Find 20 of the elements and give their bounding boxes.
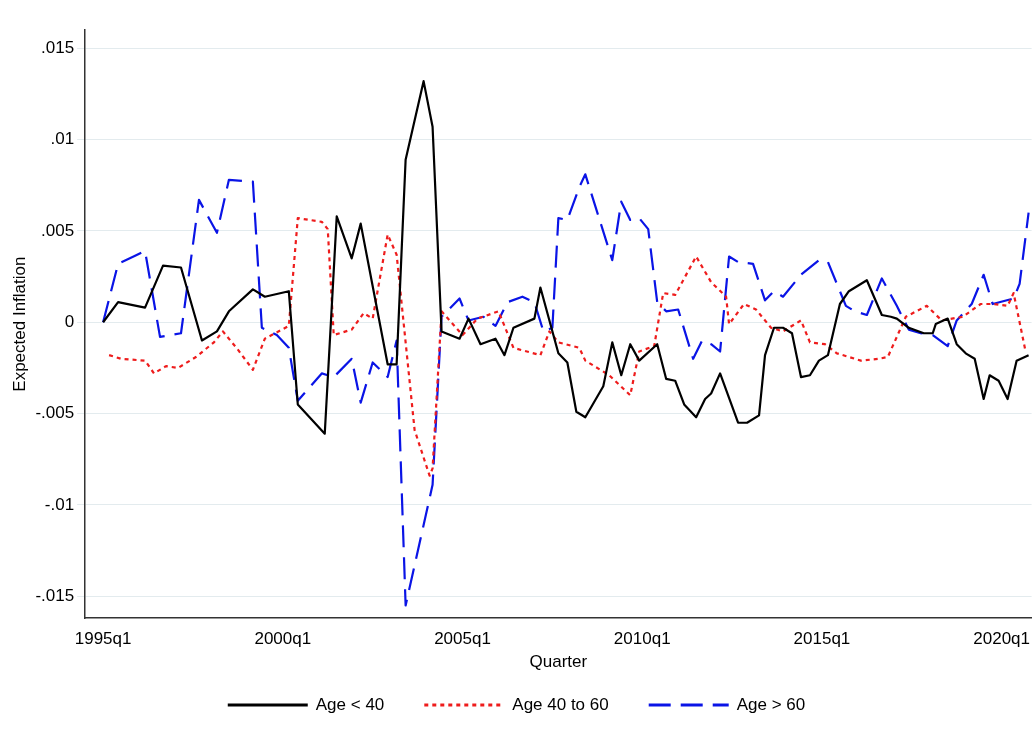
x-tick-label: 2010q1 <box>613 629 671 649</box>
y-tick-label: .015 <box>41 37 75 57</box>
line-series <box>102 173 1030 607</box>
x-tick-label: 2015q1 <box>793 629 851 649</box>
y-tick-label: .005 <box>41 220 75 240</box>
x-tick-label: 2005q1 <box>434 629 491 649</box>
y-tick-label: -.005 <box>35 403 75 423</box>
y-tick-label: 0 <box>64 311 75 331</box>
y-tick-label: -.01 <box>44 494 75 514</box>
x-axis-title: Quarter <box>529 652 588 672</box>
legend-label: Age < 40 <box>315 694 385 714</box>
x-tick-label: 2000q1 <box>254 629 312 649</box>
x-tick-label: 1995q1 <box>74 629 132 649</box>
line-series <box>108 217 1027 477</box>
y-axis-title: Expected Inflation <box>9 256 29 392</box>
legend-label: Age > 60 <box>736 694 806 714</box>
legend-label: Age 40 to 60 <box>512 694 609 714</box>
y-tick-label: .01 <box>50 129 75 149</box>
x-tick-label: 2020q1 <box>973 629 1030 649</box>
y-tick-label: -.015 <box>35 585 75 605</box>
